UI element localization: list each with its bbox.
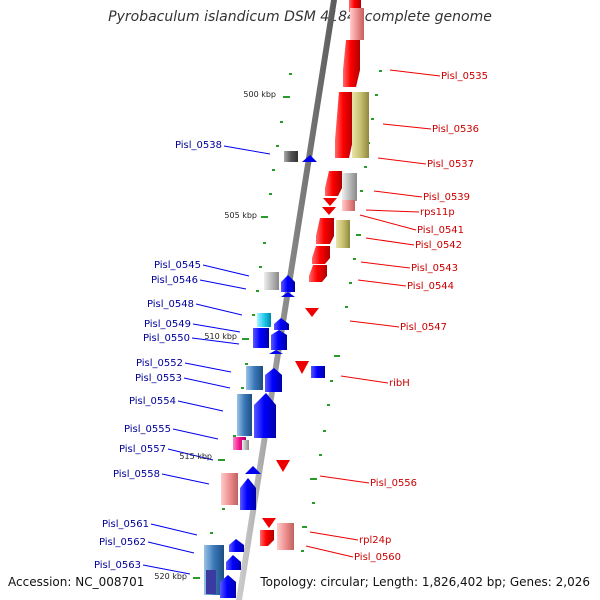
gene-pisl-0553 [265,368,282,392]
gene-pisl-0556 [276,460,290,472]
label-rpl24p: rpl24p [359,535,391,546]
reverse-strand-features [204,151,317,598]
label-rps11p: rps11p [420,207,455,218]
label-pisl-0553: Pisl_0553 [135,373,182,384]
gene-pisl-0541-arrow [322,207,336,215]
label-pisl-0537: Pisl_0537 [427,159,474,170]
map-title: Pyrobaculum islandicum DSM 4184, complet… [108,9,492,25]
label-ribH: ribH [389,378,410,389]
label-pisl-0557: Pisl_0557 [119,444,166,455]
gene-rps11p-arrow [323,198,337,206]
label-pisl-0549: Pisl_0549 [144,319,191,330]
gene-pisl-0546 [281,275,295,292]
genome-summary-text: Topology: circular; Length: 1,826,402 bp… [260,575,590,589]
forward-gene-labels: Pisl_0535 Pisl_0536 Pisl_0537 Pisl_0539 … [354,71,488,563]
gene-top-pink [350,8,364,40]
gene-rps11p [342,200,355,211]
label-pisl-0545: Pisl_0545 [154,260,201,271]
label-pisl-0548: Pisl_0548 [147,299,194,310]
label-pisl-0543: Pisl_0543 [411,263,458,274]
gene-pisl-0549 [253,328,269,348]
scale-label-505: 505 kbp [224,211,257,220]
gene-pisl-0538 [284,151,298,162]
gene-pisl-0545 [264,272,279,290]
label-pisl-0562: Pisl_0562 [99,537,146,548]
gene-pisl-0543 [312,246,330,264]
scale-label-510: 510 kbp [204,332,237,341]
gene-pisl-0547 [305,308,319,317]
gene-pisl-0539 [325,171,342,196]
gene-pisl-0552 [246,366,263,390]
gene-pisl-0546-b [281,292,295,297]
gene-pisl-0563-b [220,575,236,598]
label-pisl-0538: Pisl_0538 [175,140,222,151]
label-pisl-0560: Pisl_0560 [354,552,401,563]
forward-strand-features [260,0,369,550]
gene-pisl-0558-b [240,478,256,510]
label-pisl-0550: Pisl_0550 [143,333,190,344]
accession-text: Accession: NC_008701 [8,575,145,589]
genome-backbone [236,0,337,600]
label-pisl-0539: Pisl_0539 [423,192,470,203]
gene-rpl24p [262,518,276,528]
scale-label-515: 515 kbp [179,452,212,461]
label-pisl-0536: Pisl_0536 [432,124,479,135]
gene-pisl-0563-dark [206,570,216,594]
gene-pisl-0538-arrow [302,155,317,162]
gene-pisl-0542 [316,218,334,244]
gene-pisl-0550-b [269,350,283,354]
gene-pisl-0535 [343,40,360,87]
gene-pisl-0539-gray [342,173,357,201]
label-pisl-0546: Pisl_0546 [151,275,198,286]
reverse-gene-labels: Pisl_0538 Pisl_0545 Pisl_0546 Pisl_0548 … [94,140,222,571]
scale-label-520: 520 kbp [154,572,187,581]
gene-pisl-0536-olive [352,92,369,158]
gene-pisl-0562 [226,555,241,570]
gene-pisl-0544 [309,265,327,282]
gene-pisl-0548-b [274,318,289,330]
gene-pisl-0554-b [254,393,276,438]
label-pisl-0541: Pisl_0541 [417,225,464,236]
gene-pisl-0557 [242,440,249,450]
gene-pisl-0557-b [245,466,261,474]
label-pisl-0561: Pisl_0561 [102,519,149,530]
label-pisl-0563: Pisl_0563 [94,560,141,571]
gene-pisl-0558 [221,473,238,505]
gene-ribH-blue [311,366,325,378]
label-pisl-0535: Pisl_0535 [441,71,488,82]
gene-pisl-0560-red [260,530,274,546]
forward-leader-lines [305,69,441,558]
label-pisl-0544: Pisl_0544 [407,281,454,292]
gene-pisl-0542-olive [336,220,350,248]
scale-label-500: 500 kbp [243,90,276,99]
gene-pisl-0560-pink [277,523,294,550]
label-pisl-0547: Pisl_0547 [400,322,447,333]
label-pisl-0552: Pisl_0552 [136,358,183,369]
gene-pisl-0548 [257,313,271,327]
gene-pisl-0561 [229,539,244,552]
reverse-leader-lines [142,145,271,575]
label-pisl-0555: Pisl_0555 [124,424,171,435]
label-pisl-0554: Pisl_0554 [129,396,176,407]
gene-pisl-0554 [237,394,252,436]
gene-pisl-0536 [335,92,353,158]
gene-pisl-0550 [271,330,287,350]
gene-ribH-red [295,361,309,374]
label-pisl-0556: Pisl_0556 [370,478,417,489]
label-pisl-0558: Pisl_0558 [113,469,160,480]
label-pisl-0542: Pisl_0542 [415,240,462,251]
scale-labels: 500 kbp 505 kbp 510 kbp 515 kbp 520 kbp [154,90,276,581]
